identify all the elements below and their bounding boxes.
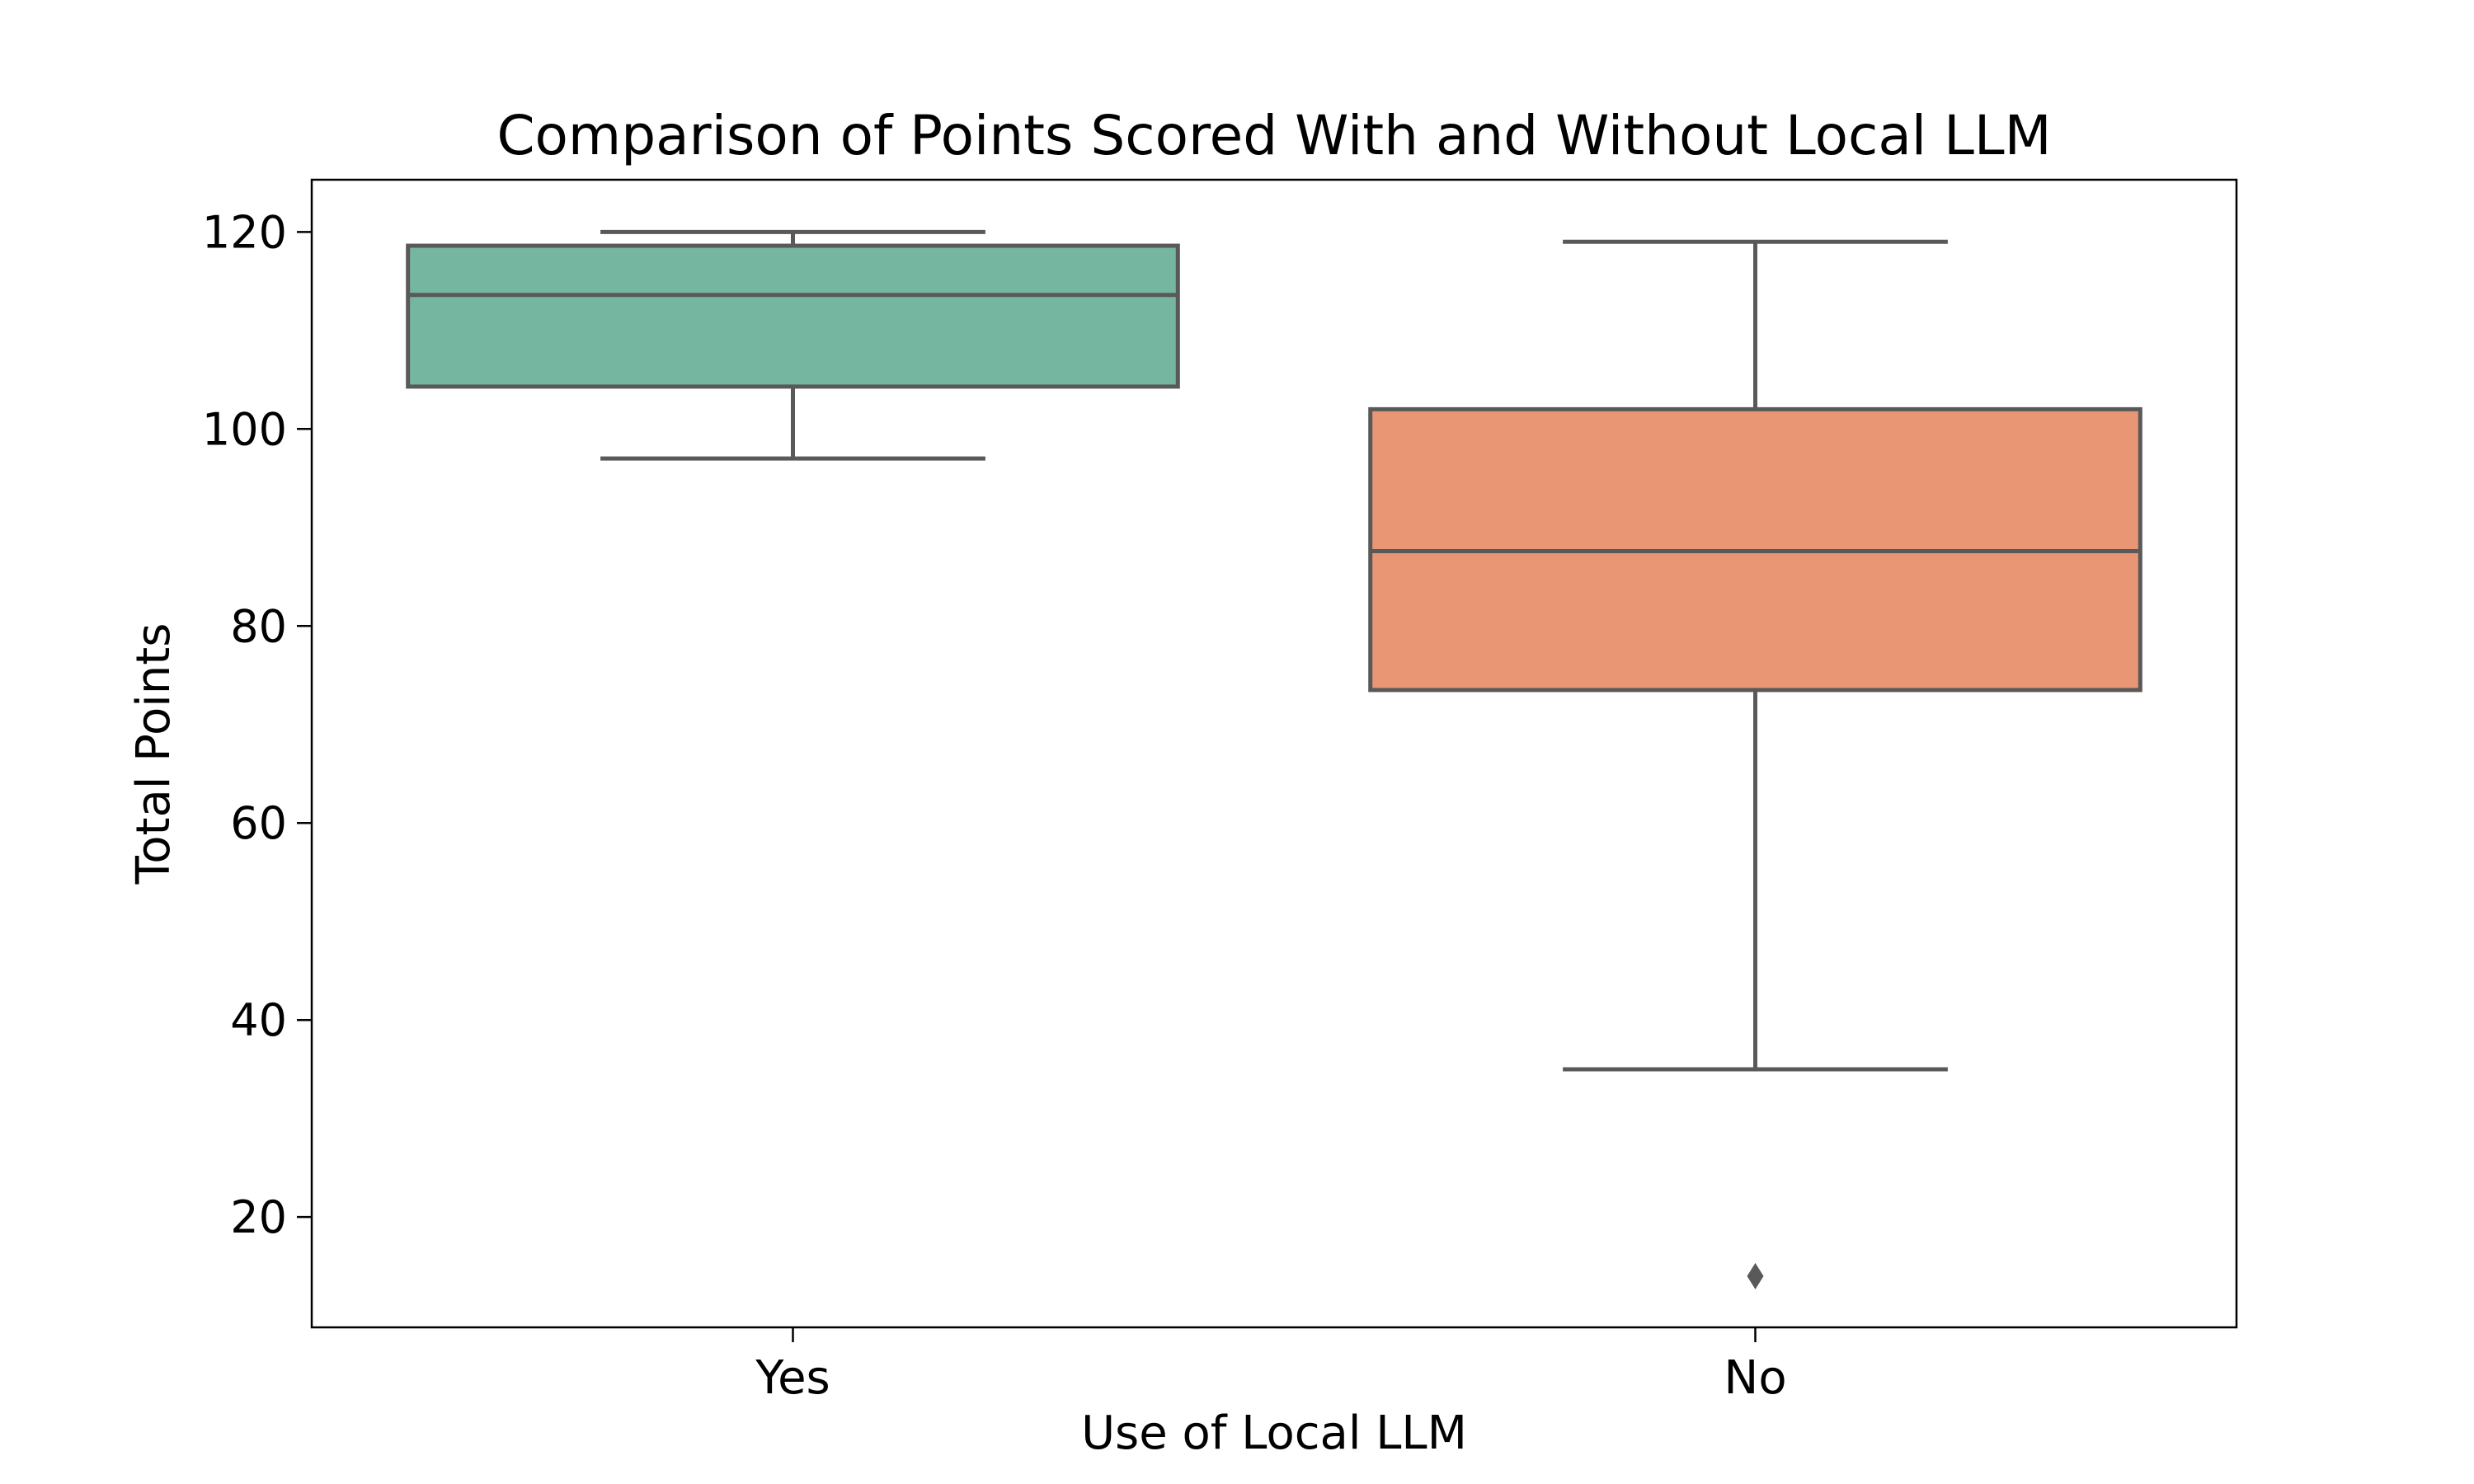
boxes-layer (406, 229, 2142, 1289)
box-group-yes (406, 229, 1180, 461)
y-axis-label: Total Points (127, 623, 181, 885)
axes-frame (310, 178, 2238, 1329)
y-tick-label: 120 (202, 206, 287, 258)
y-tick-label: 60 (230, 797, 287, 849)
x-tick-label: Yes (755, 1351, 830, 1405)
box-group-no (1368, 239, 2142, 1289)
x-axis-label: Use of Local LLM (1081, 1407, 1467, 1460)
x-tick-label: No (1724, 1351, 1786, 1405)
chart-title: Comparison of Points Scored With and Wit… (496, 104, 2051, 167)
y-tick-label: 100 (202, 403, 287, 455)
y-tick-label: 80 (230, 600, 287, 652)
y-tick-label: 40 (230, 994, 287, 1046)
ticks-layer: 20 40 60 80 100 120 Yes No (202, 206, 1787, 1405)
box-iqr (406, 243, 1180, 389)
y-tick-label: 20 (230, 1191, 287, 1243)
outlier-point (1747, 1262, 1764, 1289)
